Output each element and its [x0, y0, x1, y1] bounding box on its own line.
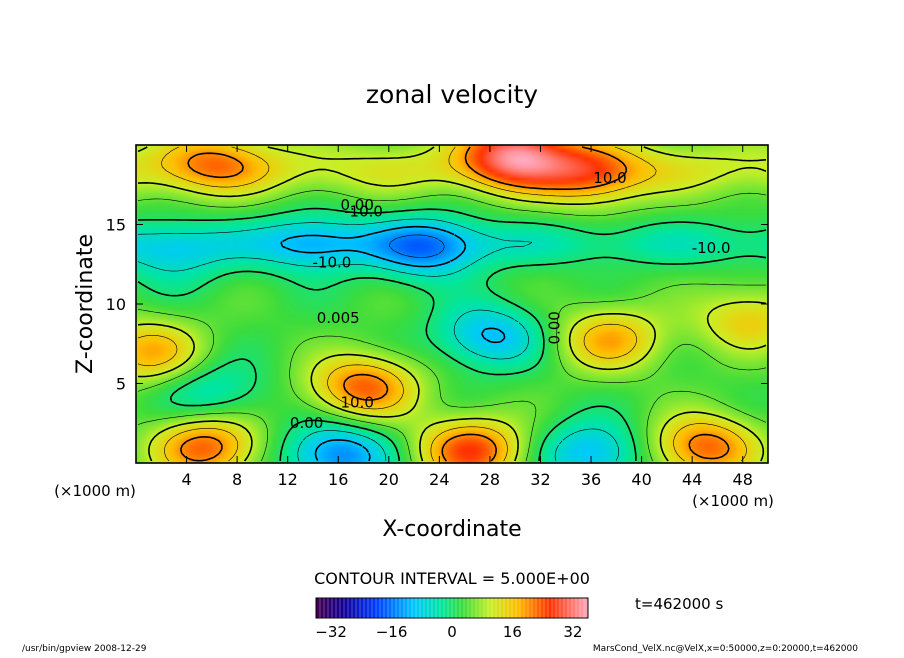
- time-label: t=462000 s: [635, 595, 723, 613]
- velocity-heatmap: [136, 145, 768, 463]
- contour-label: 0.00: [545, 311, 563, 344]
- z-tick-label: 10: [106, 295, 126, 314]
- colorbar-frame: [315, 597, 589, 619]
- x-tick-label: 16: [328, 470, 348, 489]
- x-tick-label: 24: [429, 470, 449, 489]
- contour-level-neg5: [137, 218, 619, 462]
- x-tick-label: 36: [581, 470, 601, 489]
- contour-level-5: [137, 190, 767, 462]
- contour-label: 10.0: [593, 169, 626, 187]
- x-axis-ticks: 4 8 12 16 20 24 28 32 36 40 44 48: [181, 145, 753, 489]
- x-tick-label: 20: [379, 470, 399, 489]
- x-tick-label: 48: [733, 470, 753, 489]
- contour-lines: [137, 146, 767, 462]
- contour-label: -10.0: [313, 253, 352, 271]
- contour-label: 0.00: [290, 414, 323, 432]
- y-axis-label: Z-coordinate: [73, 234, 98, 374]
- x-unit-label-left: (×1000 m): [54, 482, 136, 500]
- contour-level-15: [137, 146, 747, 462]
- footer-right: MarsCond_VelX.nc@VelX,x=0:50000,z=0:2000…: [593, 644, 858, 654]
- contour-label: 0.005: [317, 309, 360, 327]
- colorbar-tick-label: 0: [447, 623, 457, 641]
- colorbar-tick-label: 16: [503, 623, 522, 641]
- colorbar: −32 −16 0 16 32: [315, 597, 589, 641]
- colorbar-tick-label: 32: [563, 623, 582, 641]
- x-axis-label: X-coordinate: [382, 517, 521, 542]
- colorbar-gradient: [316, 598, 588, 618]
- x-tick-label: 32: [530, 470, 550, 489]
- footer-left: /usr/bin/gpview 2008-12-29: [22, 644, 147, 654]
- x-tick-label: 8: [232, 470, 242, 489]
- z-tick-label: 15: [106, 216, 126, 235]
- x-tick-label: 4: [181, 470, 191, 489]
- chart-title: zonal velocity: [366, 80, 538, 109]
- contour-level-neg10: [280, 225, 506, 462]
- contour-level-0: [137, 207, 767, 462]
- colorbar-ticks: −32 −16 0 16 32: [315, 598, 585, 641]
- contour-level-10: [137, 146, 767, 462]
- contour-level-20: [180, 146, 730, 462]
- x-tick-label: 28: [480, 470, 500, 489]
- x-tick-label: 44: [682, 470, 702, 489]
- contour-label: 10.0: [340, 393, 373, 411]
- x-tick-label: 40: [631, 470, 651, 489]
- contour-interval: CONTOUR INTERVAL = 5.000E+00: [314, 569, 590, 588]
- colorbar-tick-label: −16: [376, 623, 408, 641]
- contour-level-neg15: [389, 234, 445, 258]
- colorbar-tick-label: −32: [315, 623, 347, 641]
- contour-label: -10.0: [692, 239, 731, 257]
- x-unit-label-right: (×1000 m): [692, 492, 774, 510]
- contour-label: 0.00: [340, 196, 373, 214]
- z-tick-label: 5: [116, 375, 126, 394]
- z-axis-ticks: 5 10 15: [106, 216, 768, 394]
- contour-label: -10.0: [344, 203, 383, 221]
- x-tick-label: 12: [278, 470, 298, 489]
